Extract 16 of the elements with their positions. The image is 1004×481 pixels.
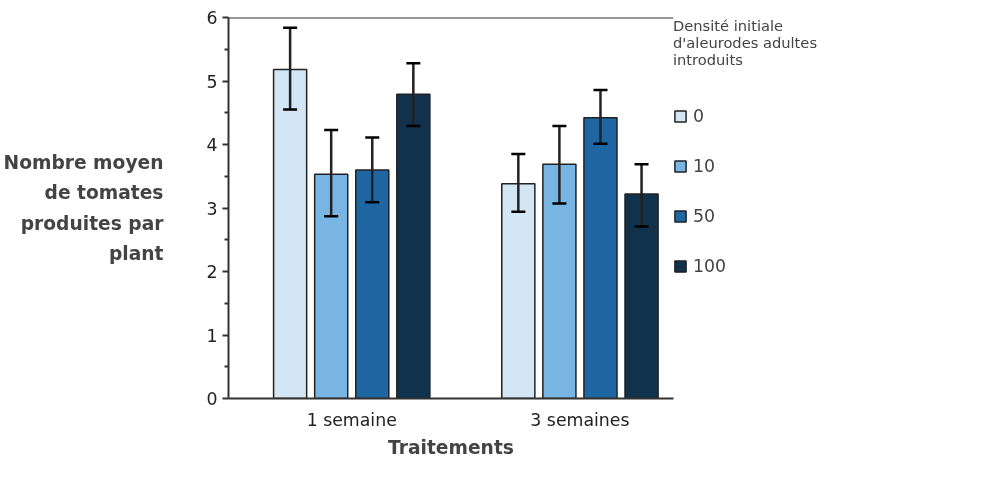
- y-tick-label: 1: [206, 325, 218, 346]
- legend-label: 0: [693, 106, 706, 126]
- y-tick-label: 6: [206, 8, 218, 28]
- y-tick-label: 2: [206, 262, 218, 282]
- legend-label: 100: [693, 256, 727, 276]
- y-tick-label: 5: [206, 71, 218, 92]
- x-tick-label: 1 semaine: [306, 409, 397, 430]
- y-tick-label: 0: [206, 389, 218, 409]
- x-tick-label: 3 semaines: [530, 409, 630, 430]
- y-tick-label: 4: [206, 135, 218, 155]
- legend-label: 50: [693, 206, 716, 226]
- legend-label: 10: [693, 156, 716, 176]
- y-tick-label: 3: [206, 198, 218, 219]
- y-axis-title: Nombre moyen de tomates produites par plant: [3, 151, 165, 265]
- legend-title: Densité initiale d'aleurodes adultes introduits: [673, 17, 818, 68]
- x-axis-title: Traitements: [388, 436, 514, 458]
